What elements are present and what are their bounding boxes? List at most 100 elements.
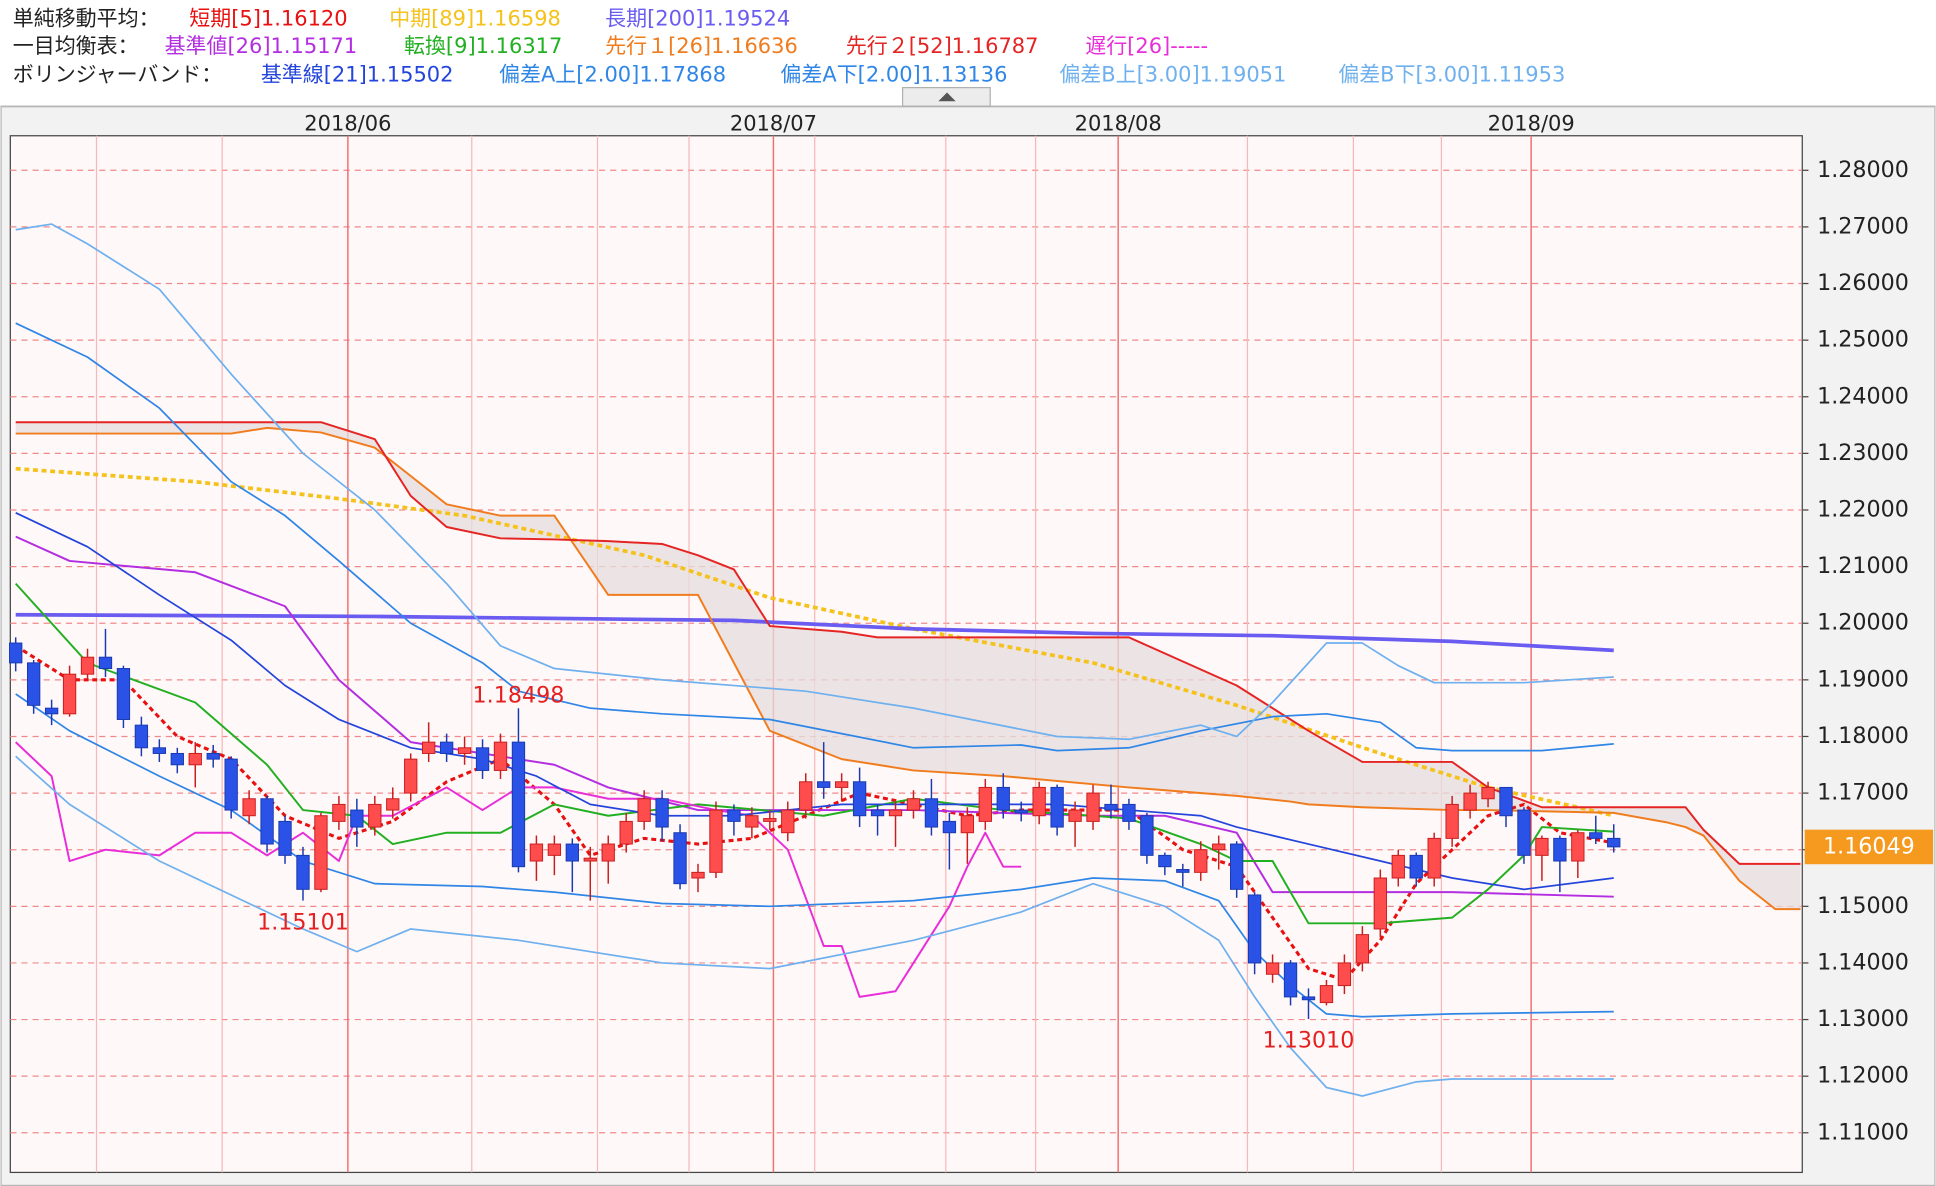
candle-body bbox=[1409, 854, 1423, 879]
cloud-layer bbox=[15, 422, 1801, 910]
price-annotation: 1.18498 bbox=[473, 682, 565, 708]
y-tick-label: 1.15000 bbox=[1817, 893, 1909, 919]
y-tick-label: 1.28000 bbox=[1817, 157, 1909, 183]
candle-body bbox=[763, 818, 777, 822]
price-annotation: 1.15101 bbox=[257, 909, 349, 935]
y-tick-label: 1.11000 bbox=[1817, 1119, 1909, 1145]
candle-body bbox=[870, 809, 885, 817]
legend-entry: 基準値[26]1.15171 bbox=[165, 34, 358, 58]
candle-body bbox=[1283, 962, 1298, 998]
last-price-tag bbox=[1804, 829, 1934, 865]
y-tick-label: 1.24000 bbox=[1817, 383, 1909, 409]
legend-entry: 短期[5]1.16120 bbox=[189, 7, 347, 31]
candle-body bbox=[1463, 792, 1477, 811]
indicator-line bbox=[15, 535, 1614, 898]
candle-body bbox=[224, 758, 238, 811]
y-tick-label: 1.17000 bbox=[1817, 780, 1909, 806]
legend-group-label: 一目均衡表： bbox=[13, 34, 139, 58]
candle-body bbox=[296, 854, 310, 890]
indicator-line bbox=[15, 755, 1614, 1097]
y-tick-label: 1.12000 bbox=[1817, 1063, 1909, 1089]
candle-body bbox=[1391, 854, 1405, 879]
ichimoku-cloud bbox=[15, 422, 1801, 910]
candle-body bbox=[457, 747, 472, 754]
candle-body bbox=[906, 798, 921, 811]
candle-body bbox=[1194, 849, 1208, 873]
candle-body bbox=[170, 752, 184, 766]
candle-body bbox=[1571, 832, 1585, 862]
candle-body bbox=[350, 809, 364, 828]
candle-body bbox=[1319, 985, 1334, 1004]
candle-body bbox=[655, 798, 669, 828]
candle-body bbox=[260, 798, 274, 845]
candle-body bbox=[1086, 792, 1100, 822]
candle-body bbox=[116, 668, 131, 720]
candle-body bbox=[1301, 996, 1316, 1001]
legend-entry: 基準線[21]1.15502 bbox=[261, 62, 454, 86]
candle-body bbox=[1032, 786, 1046, 817]
candle-body bbox=[1445, 803, 1459, 839]
candle-body bbox=[1535, 837, 1549, 856]
candle-body bbox=[386, 798, 400, 811]
candle-body bbox=[1265, 962, 1280, 975]
candle-body bbox=[924, 798, 939, 828]
candle-body bbox=[799, 781, 813, 811]
collapse-arrow[interactable] bbox=[938, 92, 956, 102]
indicator-line bbox=[15, 426, 1801, 911]
y-tick-label: 1.25000 bbox=[1817, 327, 1909, 353]
indicator-line bbox=[15, 741, 1022, 998]
legend-entry: 遅行[26]----- bbox=[1085, 34, 1208, 58]
x-tick-label: 2018/07 bbox=[730, 112, 817, 136]
collapse-button[interactable] bbox=[901, 87, 991, 107]
candle-body bbox=[727, 809, 741, 822]
candle-body bbox=[9, 642, 23, 664]
candle-body bbox=[619, 820, 633, 845]
candle-body bbox=[80, 656, 95, 675]
candle-body bbox=[1014, 809, 1028, 814]
candle-body bbox=[1050, 786, 1064, 828]
legend-entry: 偏差B上[3.00]1.19051 bbox=[1059, 62, 1286, 86]
candle-body bbox=[673, 832, 687, 885]
legend-entry: 転換[9]1.16317 bbox=[404, 34, 562, 58]
candle-body bbox=[1355, 934, 1370, 964]
candle-body bbox=[206, 752, 220, 760]
x-tick-label: 2018/08 bbox=[1075, 112, 1162, 136]
candle-body bbox=[1068, 809, 1082, 822]
candle-body bbox=[529, 843, 544, 862]
grid bbox=[10, 135, 1803, 1173]
candle-body bbox=[637, 798, 651, 822]
candle-body bbox=[565, 843, 579, 862]
candle-body bbox=[1481, 786, 1495, 800]
candle-body bbox=[1122, 803, 1136, 822]
candle-body bbox=[188, 752, 202, 766]
x-tick-label: 2018/06 bbox=[304, 112, 391, 136]
y-tick-label: 1.18000 bbox=[1817, 723, 1909, 749]
candle-body bbox=[44, 707, 59, 715]
candle-body bbox=[1337, 962, 1352, 987]
candle-body bbox=[852, 781, 867, 817]
candle-body bbox=[709, 809, 723, 873]
indicator-line bbox=[14, 644, 1615, 982]
candle-body bbox=[62, 673, 77, 715]
candle-body bbox=[978, 786, 992, 822]
candle-body bbox=[1176, 869, 1190, 873]
y-tick-label: 1.21000 bbox=[1817, 553, 1909, 579]
candle-body bbox=[583, 857, 597, 862]
legend-entry: 偏差A下[2.00]1.13136 bbox=[780, 62, 1007, 86]
legend-entry: 長期[200]1.19524 bbox=[605, 7, 790, 31]
y-tick-label: 1.14000 bbox=[1817, 949, 1909, 975]
candle-body bbox=[1104, 803, 1118, 811]
legend-entry: 先行２[52]1.16787 bbox=[846, 34, 1039, 58]
candle-body bbox=[278, 820, 292, 856]
candle-body bbox=[332, 803, 346, 822]
candle-body bbox=[98, 656, 113, 670]
candle-body bbox=[1589, 832, 1603, 839]
legend-entry: 偏差B下[3.00]1.11953 bbox=[1338, 62, 1565, 86]
legend-entry: 先行１[26]1.16636 bbox=[605, 34, 798, 58]
candle-body bbox=[1427, 837, 1441, 879]
candle-body bbox=[1499, 786, 1513, 817]
candle-body bbox=[996, 786, 1010, 811]
y-tick-label: 1.20000 bbox=[1817, 610, 1909, 636]
candle-body bbox=[422, 741, 436, 754]
legend-entry: 中期[89]1.16598 bbox=[389, 7, 561, 31]
